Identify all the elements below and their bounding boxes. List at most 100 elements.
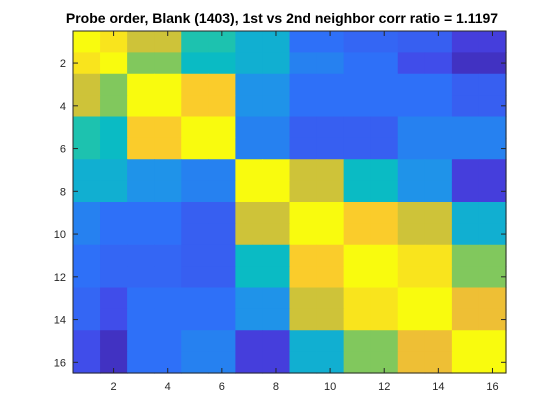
y-tick-label: 6 [60,144,66,156]
heatmap-cell [424,266,453,289]
heatmap-cell [181,73,209,96]
heatmap-cell [397,287,426,310]
y-tick-label: 12 [54,272,66,284]
heatmap-cell [370,116,399,139]
heatmap-cell [235,159,264,182]
heatmap-cell [181,116,209,139]
heatmap-cell [424,202,453,224]
heatmap-cell [100,31,128,53]
heatmap-cell [154,202,182,224]
heatmap-cell [478,330,507,353]
heatmap-cell [478,308,507,331]
heatmap-cell [235,137,264,160]
heatmap-cell [478,202,507,224]
heatmap-cell [208,244,236,267]
heatmap-cell [262,31,291,53]
x-tick-label: 6 [219,381,225,393]
y-tick-label: 14 [54,315,66,327]
heatmap-cell [127,287,155,310]
heatmap-cell [478,351,507,374]
heatmap-cell [127,308,155,331]
heatmap-cell [235,202,264,224]
heatmap-cell [424,244,453,267]
heatmap-cell [451,137,480,160]
heatmap-cell [343,52,372,75]
heatmap-cell [451,116,480,139]
heatmap-cell [181,308,209,331]
heatmap-cell [73,308,101,331]
heatmap-cell [289,202,318,224]
heatmap-cell [127,244,155,267]
heatmap-cell [208,159,236,182]
x-tick-label: 10 [324,381,336,393]
x-tick-label: 4 [165,381,171,393]
heatmap-cell [208,266,236,289]
heatmap-cell [208,73,236,96]
heatmap-cell [154,308,182,331]
heatmap-cell [127,330,155,353]
heatmap-cell [181,180,209,203]
heatmap-cell [154,95,182,118]
heatmap-cell [262,202,291,224]
heatmap-cell [478,223,507,246]
heatmap-cell [424,95,453,118]
heatmap-cell [208,308,236,331]
heatmap-cell [208,95,236,118]
heatmap-cell [397,95,426,118]
heatmap-cell [397,180,426,203]
heatmap-cell [397,202,426,224]
heatmap-cell [316,202,345,224]
heatmap-cell [289,180,318,203]
axes-box [72,30,507,374]
heatmap-cell [370,95,399,118]
heatmap-cell [289,351,318,374]
heatmap-cell [316,137,345,160]
heatmap-cell [478,159,507,182]
heatmap-cell [289,31,318,53]
heatmap-cell [100,266,128,289]
heatmap-cell [289,287,318,310]
heatmap-cell [73,223,101,246]
heatmap-cell [397,116,426,139]
heatmap-cell [262,73,291,96]
heatmap-cell [208,223,236,246]
heatmap-cell [397,351,426,374]
heatmap-cell [343,95,372,118]
heatmap-cell [397,159,426,182]
heatmap-cell [451,351,480,374]
heatmap-cell [316,73,345,96]
heatmap-cell [127,52,155,75]
heatmap-cell [370,351,399,374]
heatmap-cell [127,31,155,53]
heatmap-cell [208,116,236,139]
heatmap-cell [478,244,507,267]
heatmap-cell [235,52,264,75]
heatmap-cell [208,330,236,353]
heatmap-cell [424,308,453,331]
heatmap-cell [451,244,480,267]
heatmap-cell [478,287,507,310]
heatmap-cell [73,159,101,182]
heatmap-cell [154,31,182,53]
heatmap-cell [289,330,318,353]
heatmap-cell [208,137,236,160]
heatmap-cell [451,330,480,353]
heatmap-cell [478,116,507,139]
heatmap-cell [235,244,264,267]
heatmap-cell [424,159,453,182]
heatmap-cell [316,52,345,75]
heatmap-cell [127,202,155,224]
heatmap-cell [127,266,155,289]
heatmap-cell [343,266,372,289]
heatmap-cells [73,31,507,374]
heatmap-cell [370,308,399,331]
heatmap-cell [154,180,182,203]
heatmap-cell [154,137,182,160]
heatmap-cell [208,31,236,53]
heatmap-cell [181,330,209,353]
heatmap-cell [100,202,128,224]
heatmap-cell [478,73,507,96]
heatmap-cell [100,116,128,139]
heatmap-cell [370,330,399,353]
heatmap-cell [208,202,236,224]
